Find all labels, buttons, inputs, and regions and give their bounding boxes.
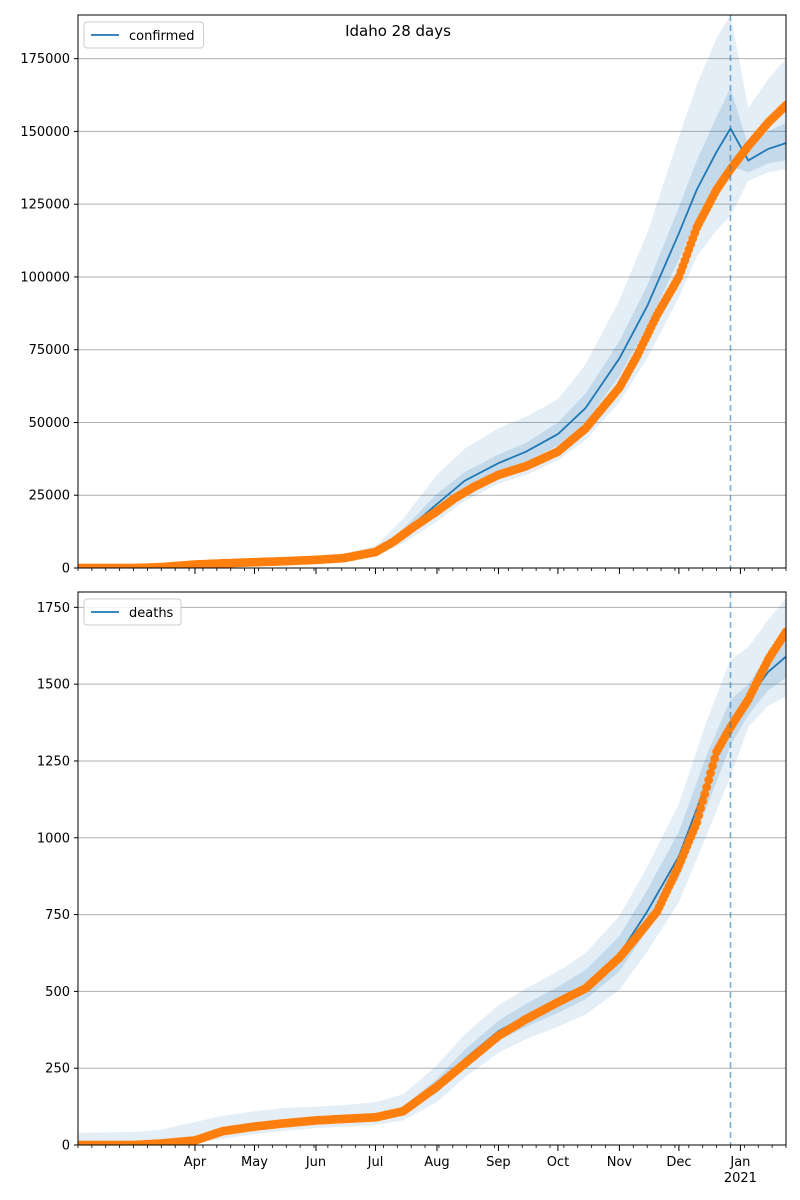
deaths-panel: 0 250 500 750 1000 1250 1500 1750 Apr May Jun Jul Au… bbox=[37, 591, 787, 1186]
observed-point bbox=[700, 789, 710, 799]
observed-point bbox=[704, 775, 714, 785]
legend: confirmed bbox=[83, 21, 204, 49]
plot-area bbox=[78, 15, 786, 568]
y-tick-label: 0 bbox=[62, 1139, 70, 1154]
uncertainty-band-outer bbox=[78, 15, 786, 568]
confirmed-panel: 0 25000 50000 75000 100000 125000 150000 175000… bbox=[20, 14, 787, 577]
x-tick-label: Jan bbox=[729, 1155, 750, 1170]
x-tick-label: Nov bbox=[607, 1155, 633, 1170]
observed-point bbox=[781, 627, 786, 637]
x-tick-label: May bbox=[241, 1155, 268, 1170]
axes-frame bbox=[77, 14, 787, 569]
y-tick-label: 1000 bbox=[37, 831, 70, 846]
axes-frame bbox=[77, 591, 787, 1146]
y-tick-label: 100000 bbox=[20, 270, 70, 285]
observed-point bbox=[702, 782, 712, 792]
y-tick-label: 1250 bbox=[37, 754, 70, 769]
observed-point bbox=[692, 818, 702, 827]
x-tick-label: Jun bbox=[305, 1155, 326, 1170]
legend-box bbox=[83, 21, 204, 49]
y-tick-label: 500 bbox=[45, 985, 70, 1000]
y-tick-label: 75000 bbox=[29, 343, 70, 358]
y-tick-label: 175000 bbox=[20, 52, 70, 67]
x-tick-label: Apr bbox=[184, 1155, 207, 1170]
legend: deaths bbox=[83, 598, 182, 626]
y-tick-label: 250 bbox=[45, 1062, 70, 1077]
chart-title: Idaho 28 days bbox=[345, 22, 451, 40]
observed-point bbox=[706, 768, 715, 778]
y-tick-label: 0 bbox=[62, 562, 70, 577]
y-tick-label: 150000 bbox=[20, 125, 70, 140]
uncertainty-band-inner bbox=[78, 87, 786, 568]
x-tick-label: Jul bbox=[367, 1155, 384, 1170]
y-tick-label: 1500 bbox=[37, 678, 70, 693]
y-tick-label: 25000 bbox=[29, 489, 70, 504]
plot-area bbox=[78, 598, 786, 1145]
legend-label: confirmed bbox=[129, 29, 195, 44]
y-tick-label: 125000 bbox=[20, 198, 70, 213]
observed-point bbox=[710, 754, 719, 764]
x-year-label: 2021 bbox=[724, 1171, 757, 1186]
x-tick-label: Oct bbox=[547, 1155, 569, 1170]
y-tick-label: 750 bbox=[45, 908, 70, 923]
legend-box bbox=[83, 598, 182, 626]
observed-point bbox=[696, 803, 706, 813]
y-tick-label: 50000 bbox=[29, 416, 70, 431]
observed-series bbox=[78, 100, 786, 568]
y-tick-label: 1750 bbox=[37, 601, 70, 616]
x-tick-label: Dec bbox=[666, 1155, 691, 1170]
observed-point bbox=[708, 761, 717, 771]
observed-point bbox=[694, 811, 704, 820]
x-tick-label: Aug bbox=[424, 1155, 449, 1170]
observed-point bbox=[698, 796, 708, 806]
observed-point bbox=[781, 100, 786, 110]
legend-label: deaths bbox=[129, 606, 174, 621]
x-tick-label: Sep bbox=[486, 1155, 511, 1170]
observed-series bbox=[78, 627, 786, 1145]
